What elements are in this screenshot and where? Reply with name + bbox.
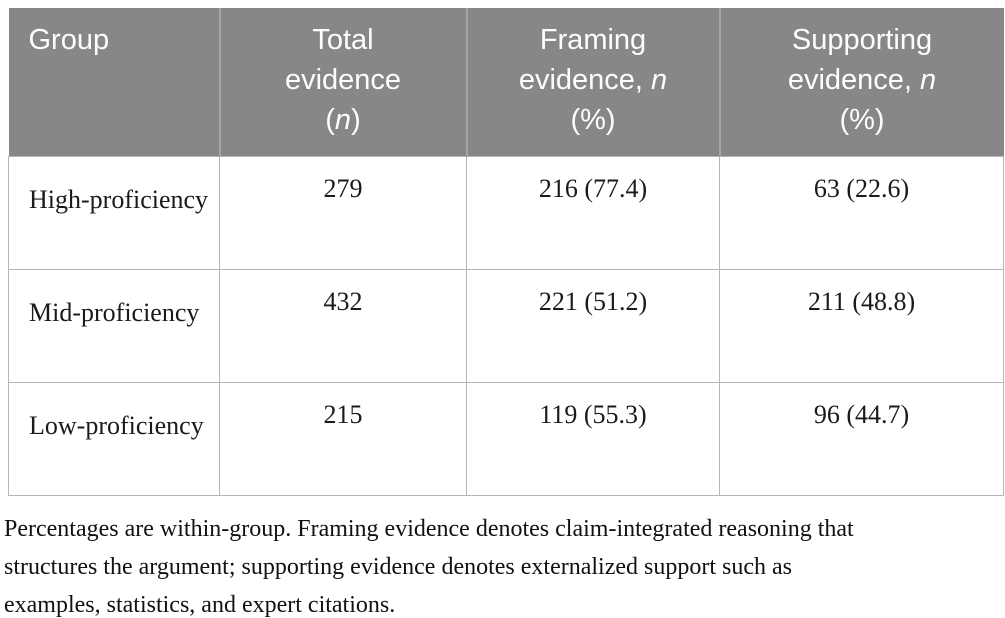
header-row: Group Total evidence (n) Framing evidenc…: [8, 8, 1004, 157]
footnote-line: Percentages are within-group. Framing ev…: [4, 516, 854, 542]
header-line: (%): [839, 104, 885, 136]
cell-supporting-evidence: 96 (44.7): [719, 382, 1004, 496]
header-group: Group: [8, 8, 220, 157]
header-line: evidence: [284, 64, 402, 96]
cell-framing-evidence: 221 (51.2): [466, 269, 720, 383]
cell-supporting-evidence: 63 (22.6): [719, 156, 1004, 270]
header-supporting-evidence: Supporting evidence, n (%): [718, 8, 1004, 157]
cell-framing-evidence: 216 (77.4): [466, 156, 720, 270]
table-footnote: Percentages are within-group. Framing ev…: [4, 510, 1001, 618]
header-line: evidence, n: [518, 64, 668, 96]
cell-framing-evidence: 119 (55.3): [466, 382, 720, 496]
cell-supporting-evidence: 211 (48.8): [719, 269, 1004, 383]
table-row-low-proficiency: Low-proficiency 215 119 (55.3) 96 (44.7): [8, 382, 1004, 496]
table-row-high-proficiency: High-proficiency 279 216 (77.4) 63 (22.6…: [8, 156, 1004, 270]
cell-total-evidence: 215: [219, 382, 467, 496]
header-line: (n): [325, 104, 361, 136]
header-line: Group: [28, 24, 110, 56]
cell-total-evidence: 432: [219, 269, 467, 383]
header-framing-evidence: Framing evidence, n (%): [465, 8, 720, 157]
table-row-mid-proficiency: Mid-proficiency 432 221 (51.2) 211 (48.8…: [8, 269, 1004, 383]
footnote-line: examples, statistics, and expert citatio…: [4, 592, 396, 618]
header-line: evidence, n: [787, 64, 937, 96]
row-group-label: Low-proficiency: [8, 382, 220, 496]
header-line: Framing: [539, 24, 647, 56]
row-group-label: Mid-proficiency: [8, 269, 220, 383]
evidence-table: Group Total evidence (n) Framing evidenc…: [8, 8, 1004, 496]
footnote-line: structures the argument; supporting evid…: [4, 554, 792, 580]
header-line: Total: [312, 24, 374, 56]
row-group-label: High-proficiency: [8, 156, 220, 270]
cell-total-evidence: 279: [219, 156, 467, 270]
header-line: (%): [570, 104, 616, 136]
header-total-evidence: Total evidence (n): [218, 8, 467, 157]
header-line: Supporting: [791, 24, 933, 56]
